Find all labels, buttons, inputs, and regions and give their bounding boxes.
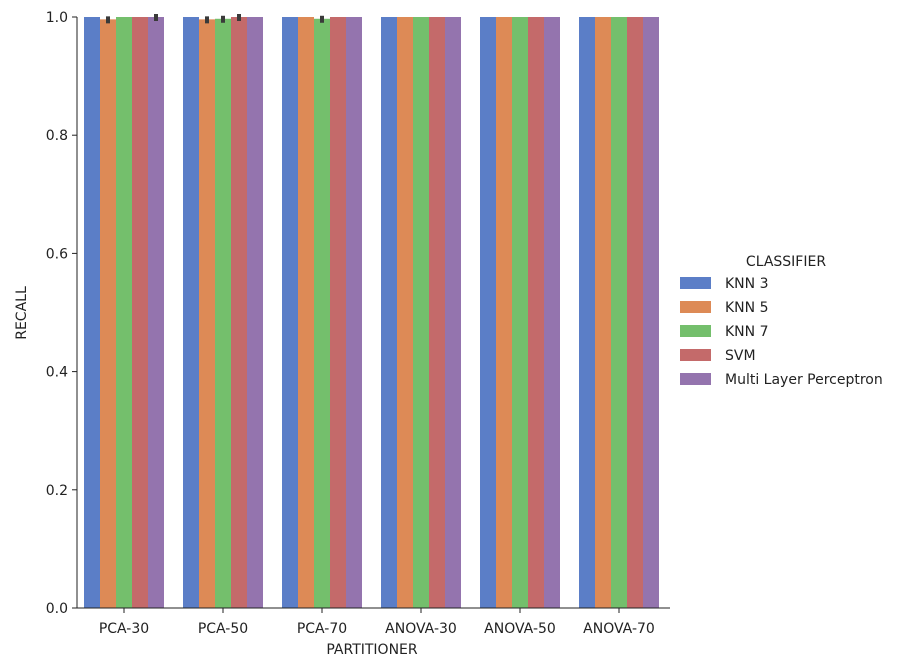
y-axis-title: RECALL: [14, 286, 30, 340]
bar: [381, 17, 397, 608]
bar: [544, 17, 560, 608]
bar: [496, 17, 512, 608]
bar: [132, 17, 148, 608]
bar: [330, 17, 346, 608]
bar: [84, 17, 100, 608]
y-tick-label: 0.0: [46, 601, 68, 617]
bar: [595, 17, 611, 608]
bar: [215, 18, 231, 608]
bar: [643, 17, 659, 608]
bar: [199, 19, 215, 608]
bar: [100, 19, 116, 608]
x-tick-label: ANOVA-30: [385, 621, 457, 637]
bars-layer: [84, 17, 659, 608]
x-tick-label: PCA-70: [297, 621, 347, 637]
legend-label: Multi Layer Perceptron: [725, 372, 883, 388]
error-bars-layer: [106, 14, 324, 24]
legend-swatch: [680, 301, 711, 313]
x-tick-label: PCA-50: [198, 621, 248, 637]
legend-title: CLASSIFIER: [746, 254, 826, 270]
bar: [429, 17, 445, 608]
bar: [579, 17, 595, 608]
legend-label: KNN 5: [725, 300, 768, 316]
x-tick-label: ANOVA-70: [583, 621, 655, 637]
legend-label: KNN 3: [725, 276, 768, 292]
y-tick-label: 0.2: [46, 483, 68, 499]
x-tick-label: PCA-30: [99, 621, 149, 637]
y-tick-label: 0.4: [46, 365, 68, 381]
y-tick-label: 0.8: [46, 128, 68, 144]
bar: [413, 17, 429, 608]
legend-swatch: [680, 325, 711, 337]
bar: [298, 17, 314, 608]
legend-swatch: [680, 349, 711, 361]
bar: [611, 17, 627, 608]
y-tick-label: 1.0: [46, 10, 68, 26]
legend-label: SVM: [725, 348, 756, 364]
bar: [445, 17, 461, 608]
bar: [314, 18, 330, 608]
legend-swatch: [680, 277, 711, 289]
bar: [528, 17, 544, 608]
bar: [148, 17, 164, 608]
bar: [247, 17, 263, 608]
y-tick-label: 0.6: [46, 246, 68, 262]
bar: [512, 17, 528, 608]
x-tick-label: ANOVA-50: [484, 621, 556, 637]
legend: CLASSIFIER KNN 3 KNN 5 KNN 7 SVM Multi Layer…: [680, 254, 883, 388]
bar: [282, 17, 298, 608]
bar: [346, 17, 362, 608]
bar: [231, 17, 247, 608]
bar: [183, 17, 199, 608]
bar: [627, 17, 643, 608]
bar: [116, 17, 132, 608]
x-axis-title: PARTITIONER: [326, 642, 418, 658]
legend-label: KNN 7: [725, 324, 768, 340]
legend-swatch: [680, 373, 711, 385]
bar: [397, 17, 413, 608]
axes-layer: 0.0 0.2 0.4 0.6 0.8 1.0 PCA-30 PCA-50 PCA-70 ANOV…: [46, 10, 670, 637]
bar: [480, 17, 496, 608]
